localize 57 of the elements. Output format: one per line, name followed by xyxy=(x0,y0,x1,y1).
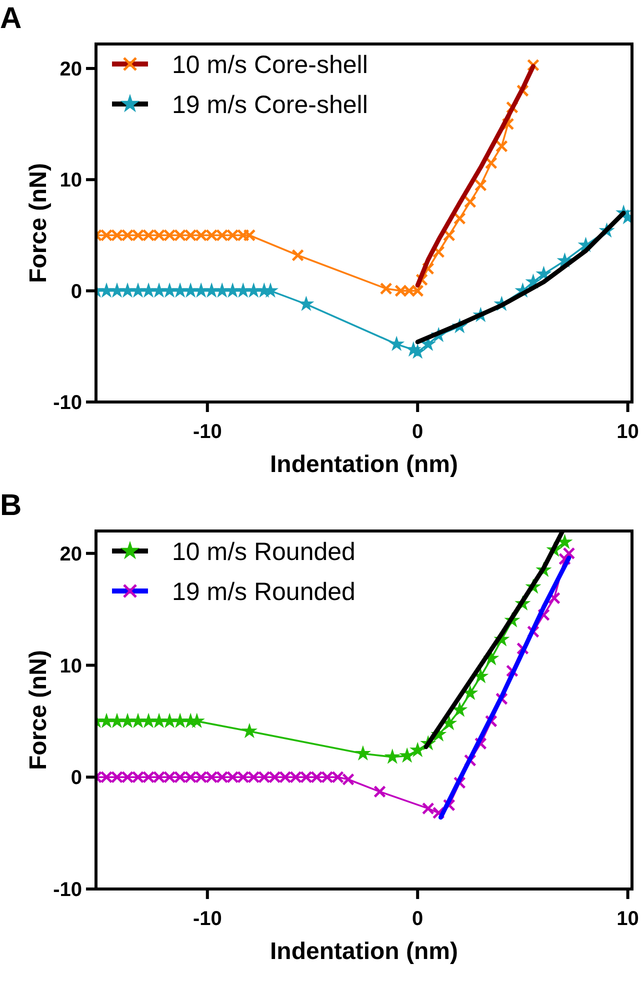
point xyxy=(399,747,416,763)
point xyxy=(484,156,498,170)
point xyxy=(536,266,552,281)
y-tick-label: 0 xyxy=(70,280,82,303)
point xyxy=(410,742,426,758)
y-tick-label: 10 xyxy=(60,170,82,192)
point xyxy=(354,745,371,760)
x-axis-title: Indentation (nm) xyxy=(270,451,458,478)
point xyxy=(224,282,241,298)
point xyxy=(241,722,258,738)
point xyxy=(495,140,508,153)
point xyxy=(246,282,262,298)
point xyxy=(374,785,386,798)
point xyxy=(298,296,314,311)
point xyxy=(162,282,178,298)
point xyxy=(193,282,210,298)
point xyxy=(384,748,400,764)
y-tick-label: 20 xyxy=(60,58,82,80)
point xyxy=(380,282,392,295)
y-axis-title: Force (nN) xyxy=(25,650,52,770)
y-tick-label: -10 xyxy=(53,392,82,414)
point xyxy=(464,196,476,208)
legend-label: 19 m/s Core-shell xyxy=(172,91,368,119)
y-axis-title: Force (nN) xyxy=(25,163,52,283)
point xyxy=(422,802,434,815)
point xyxy=(140,282,157,298)
x-tick-label: 0 xyxy=(412,908,424,930)
point xyxy=(182,282,199,298)
chart-title: A xyxy=(0,2,22,35)
point xyxy=(388,336,405,352)
y-tick-label: -10 xyxy=(53,879,82,901)
point xyxy=(453,212,466,225)
point xyxy=(151,282,168,298)
point xyxy=(474,178,487,192)
x-tick-label: 10 xyxy=(616,421,639,443)
legend-label: 19 m/s Rounded xyxy=(172,578,356,606)
x-axis-title: Indentation (nm) xyxy=(270,938,458,965)
x-tick-label: -10 xyxy=(192,421,222,443)
chart-title: B xyxy=(0,489,22,522)
x-tick-label: 10 xyxy=(616,908,639,930)
x-tick-label: -10 xyxy=(192,908,222,930)
point xyxy=(172,282,188,298)
point xyxy=(432,246,445,258)
point xyxy=(204,282,220,298)
point xyxy=(292,248,304,262)
line-series xyxy=(415,64,536,288)
point xyxy=(442,228,456,242)
legend-label: 10 m/s Rounded xyxy=(172,538,356,566)
point xyxy=(214,282,230,298)
legend-label: 10 m/s Core-shell xyxy=(172,51,368,79)
y-tick-label: 0 xyxy=(70,767,82,790)
point xyxy=(548,592,560,604)
point xyxy=(235,282,252,298)
x-tick-label: 0 xyxy=(412,421,424,443)
y-tick-label: 20 xyxy=(60,543,82,566)
y-tick-label: 10 xyxy=(60,655,82,678)
line-series xyxy=(438,556,572,820)
